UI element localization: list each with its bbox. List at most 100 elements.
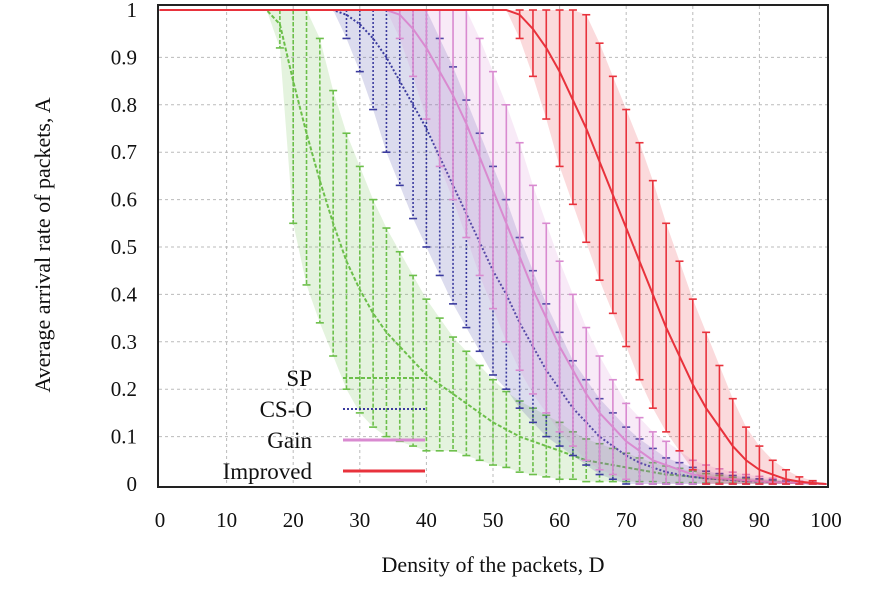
legend-label: CS-O xyxy=(260,397,312,422)
y-tick-label: 0.4 xyxy=(111,282,138,306)
legend-label: SP xyxy=(286,366,312,391)
data-point xyxy=(398,13,401,16)
data-point xyxy=(558,70,561,73)
error-band xyxy=(160,10,826,484)
data-point xyxy=(518,255,521,258)
x-tick-label: 60 xyxy=(549,508,570,532)
data-point xyxy=(172,9,175,11)
y-tick-label: 0.3 xyxy=(111,330,137,354)
data-point xyxy=(545,317,548,319)
tick-labels: 0 10 20 30 40 50 60 70 80 90 100 0 0.1 0.2 0.3 0.4 0.5 0.… xyxy=(111,0,842,532)
y-tick-label: 0.7 xyxy=(111,140,137,164)
data-point xyxy=(518,435,521,438)
data-point xyxy=(292,9,295,11)
data-point xyxy=(638,450,641,452)
data-point xyxy=(452,9,454,11)
series-layer xyxy=(159,9,827,485)
legend: SP CS-O Gain Improved xyxy=(223,366,425,484)
data-point xyxy=(212,9,215,11)
data-point xyxy=(372,9,374,11)
y-tick-label: 1 xyxy=(127,0,138,22)
y-tick-label: 0.8 xyxy=(111,93,137,117)
data-point xyxy=(319,9,321,11)
series-improved xyxy=(159,9,827,485)
data-point xyxy=(292,80,295,82)
data-point xyxy=(532,288,534,291)
data-point xyxy=(692,383,694,386)
data-point xyxy=(478,9,481,11)
data-point xyxy=(492,189,494,191)
data-point xyxy=(385,56,388,59)
data-point xyxy=(598,412,601,414)
data-point xyxy=(438,70,441,73)
error-band xyxy=(160,10,826,484)
data-point xyxy=(478,156,481,158)
data-point xyxy=(385,9,388,11)
y-tick-label: 0.9 xyxy=(111,45,137,69)
data-point xyxy=(185,9,188,11)
y-axis-label: Average arrival rate of packets, A xyxy=(30,97,55,392)
x-tick-label: 80 xyxy=(682,508,703,532)
data-point xyxy=(345,260,348,263)
data-point xyxy=(465,9,468,11)
data-point xyxy=(625,440,627,443)
y-tick-label: 0.1 xyxy=(111,425,137,449)
data-point xyxy=(412,359,414,362)
data-point xyxy=(385,331,388,334)
data-point xyxy=(345,13,348,16)
data-point xyxy=(505,428,508,431)
data-point xyxy=(811,482,814,484)
data-point xyxy=(452,94,454,97)
data-point xyxy=(425,9,428,11)
data-point xyxy=(332,222,334,225)
data-point xyxy=(412,104,414,106)
data-point xyxy=(798,480,801,483)
x-tick-label: 100 xyxy=(810,508,842,532)
data-point xyxy=(359,9,361,11)
data-point xyxy=(612,194,614,196)
data-point xyxy=(785,478,787,481)
data-point xyxy=(265,9,268,11)
data-point xyxy=(665,464,667,466)
y-tick-label: 0.5 xyxy=(111,235,137,259)
x-axis-label: Density of the packets, D xyxy=(382,552,605,577)
legend-label: Gain xyxy=(267,428,312,453)
x-tick-label: 40 xyxy=(416,508,437,532)
data-point xyxy=(665,326,667,329)
x-tick-label: 20 xyxy=(283,508,304,532)
data-point xyxy=(758,468,761,471)
data-point xyxy=(252,9,255,11)
data-point xyxy=(825,483,827,485)
series-gain xyxy=(159,9,827,485)
data-point xyxy=(438,9,441,11)
data-point xyxy=(425,127,428,130)
data-point xyxy=(359,288,361,291)
data-point xyxy=(652,459,654,462)
data-point xyxy=(452,393,454,395)
data-point xyxy=(771,473,774,476)
legend-label: Improved xyxy=(223,459,313,484)
data-point xyxy=(585,393,588,395)
x-tick-label: 70 xyxy=(616,508,637,532)
data-point xyxy=(652,293,654,296)
data-point xyxy=(465,402,468,405)
y-tick-label: 0 xyxy=(127,472,138,496)
data-point xyxy=(678,355,681,357)
data-point xyxy=(279,23,281,26)
data-point xyxy=(412,9,414,11)
y-tick-label: 0.2 xyxy=(111,377,137,401)
data-point xyxy=(598,160,601,163)
data-point xyxy=(398,9,401,11)
data-point xyxy=(239,9,241,11)
data-point xyxy=(359,23,361,26)
data-point xyxy=(625,227,627,229)
data-point xyxy=(345,9,348,11)
data-point xyxy=(225,9,228,11)
data-point xyxy=(558,450,561,452)
data-point xyxy=(545,47,548,49)
data-point xyxy=(425,374,428,376)
data-point xyxy=(279,9,281,11)
data-point xyxy=(319,179,321,182)
data-point xyxy=(199,9,201,11)
